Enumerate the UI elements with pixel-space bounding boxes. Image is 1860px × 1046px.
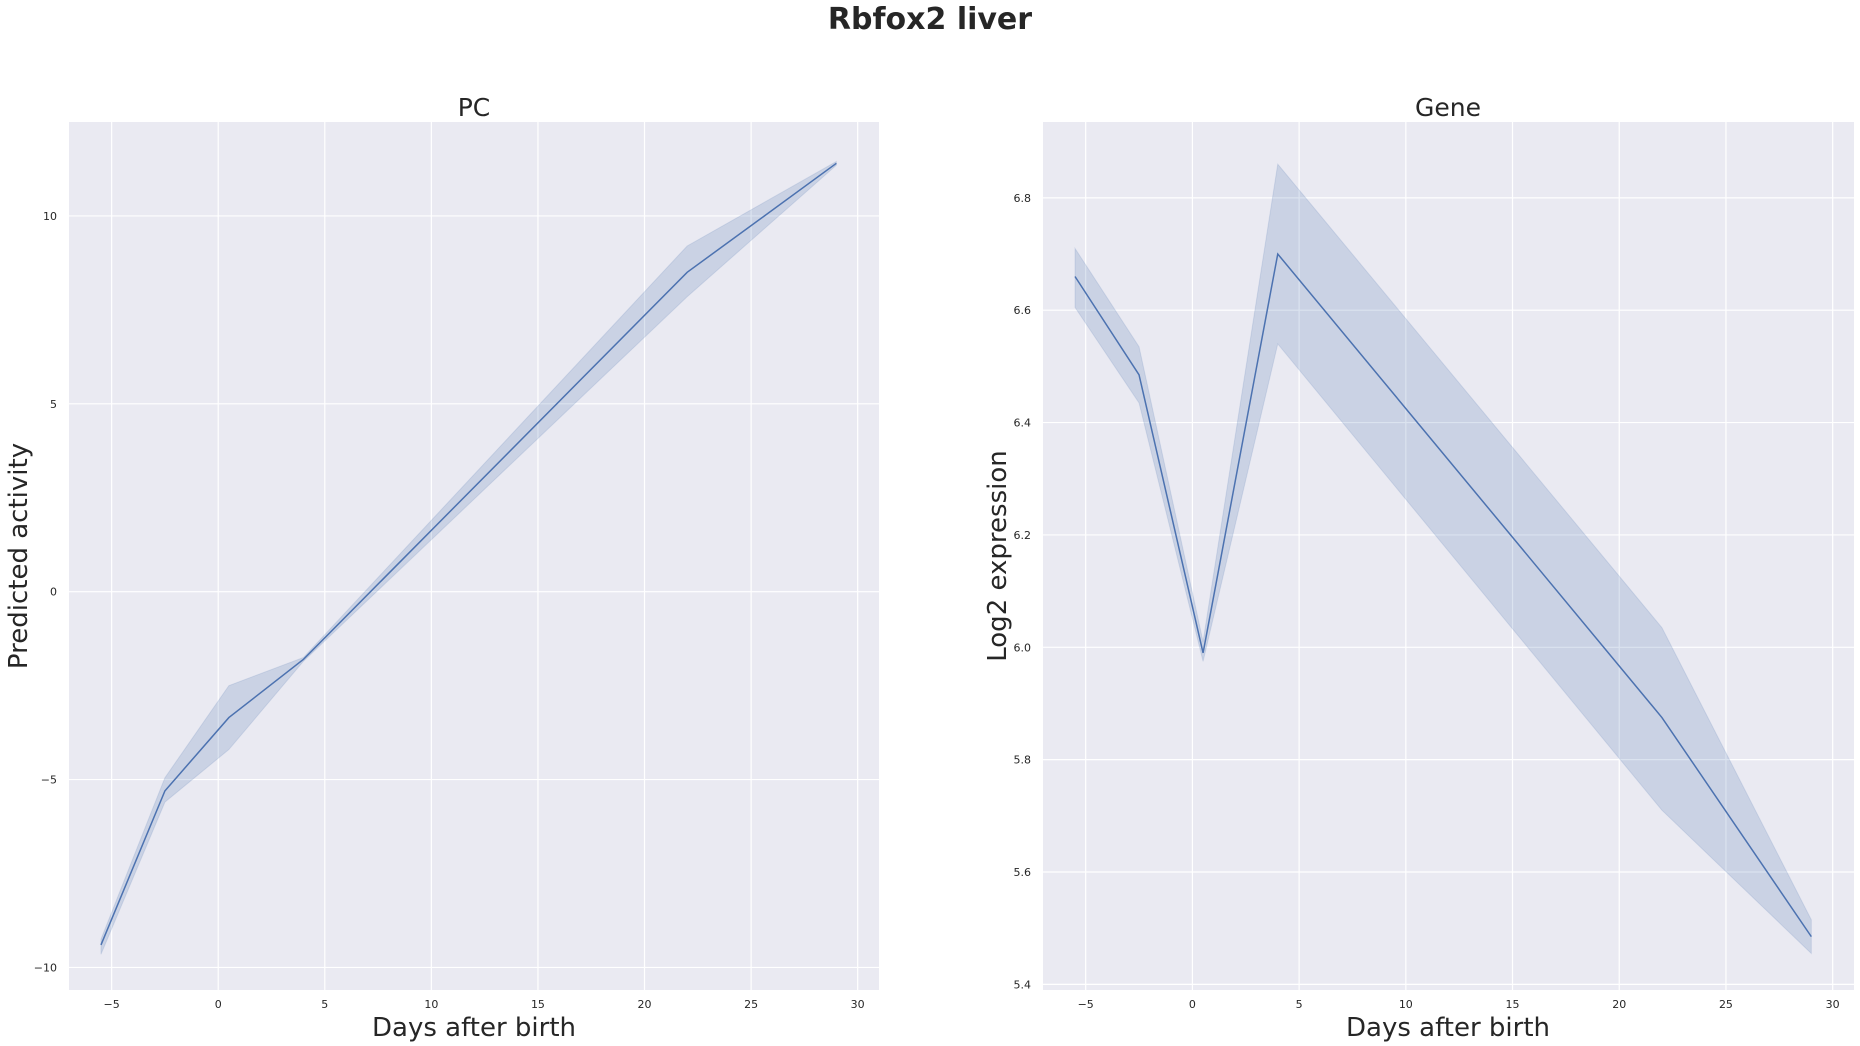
x-tick-label: 25	[744, 998, 758, 1011]
x-ticks-pc: −5 0 5 10 15 20 25 30	[104, 998, 865, 1011]
panel-title-pc: PC	[458, 93, 491, 122]
x-tick-label: 0	[215, 998, 222, 1011]
gridlines-gene	[1043, 122, 1854, 990]
x-tick-label: 10	[424, 998, 438, 1011]
y-tick-label: 5	[50, 398, 57, 411]
y-tick-label: 6.8	[1014, 192, 1032, 205]
x-tick-label: 5	[321, 998, 328, 1011]
y-tick-label: 6.2	[1014, 529, 1032, 542]
confidence-band-gene	[1074, 162, 1812, 955]
x-tick-label: 15	[1506, 998, 1520, 1011]
y-axis-label-gene: Log2 expression	[983, 450, 1013, 662]
x-tick-label: −5	[1078, 998, 1094, 1011]
confidence-band-pc	[100, 160, 837, 955]
gridlines-pc	[69, 122, 879, 990]
x-tick-label: 10	[1399, 998, 1413, 1011]
y-tick-label: 0	[50, 586, 57, 599]
y-ticks-gene: 5.4 5.6 5.8 6.0 6.2 6.4 6.6 6.8	[1014, 192, 1032, 992]
panel-title-gene: Gene	[1415, 93, 1481, 122]
chart-panel-gene: −5 0 5 10 15 20 25 30 5.45.65.86.06.26.46.66.8 …	[983, 93, 1854, 1043]
figure-title: Rbfox2 liver	[828, 2, 1032, 37]
y-tick-label: 6.0	[1014, 641, 1032, 654]
y-axis-label-pc: Predicted activity	[4, 443, 34, 669]
plot-area-gene	[1043, 122, 1854, 990]
x-tick-label: 30	[1826, 998, 1840, 1011]
y-ticks-pc: −10 −5 0 5 10	[34, 210, 57, 975]
x-tick-label: 20	[1612, 998, 1626, 1011]
y-tick-label: 6.6	[1014, 304, 1032, 317]
x-tick-label: 0	[1189, 998, 1196, 1011]
y-tick-label: 6.4	[1014, 417, 1032, 430]
x-tick-label: 15	[531, 998, 545, 1011]
x-tick-label: 5	[1296, 998, 1303, 1011]
x-tick-label: 25	[1719, 998, 1733, 1011]
y-tick-label: 5.6	[1014, 866, 1032, 879]
y-tick-label: 5.4	[1014, 978, 1032, 991]
x-ticks-gene: −5 0 5 10 15 20 25 30	[1078, 998, 1840, 1011]
plot-area-pc	[69, 122, 879, 990]
x-tick-label: 30	[851, 998, 865, 1011]
x-axis-label-pc: Days after birth	[372, 1013, 576, 1043]
chart-panel-pc: −5 0 5 10 15 20 25 30 −10 −5 0 5 10 PC Days after b…	[4, 93, 879, 1043]
mean-line-pc	[100, 162, 837, 946]
y-tick-label: 5.8	[1014, 754, 1032, 767]
x-axis-label-gene: Days after birth	[1346, 1013, 1550, 1043]
y-tick-label: 10	[43, 210, 57, 223]
x-tick-label: 20	[638, 998, 652, 1011]
x-tick-label: −5	[104, 998, 120, 1011]
y-tick-label: −10	[34, 961, 57, 974]
y-tick-label: −5	[41, 774, 57, 787]
mean-line-gene	[1074, 252, 1812, 938]
